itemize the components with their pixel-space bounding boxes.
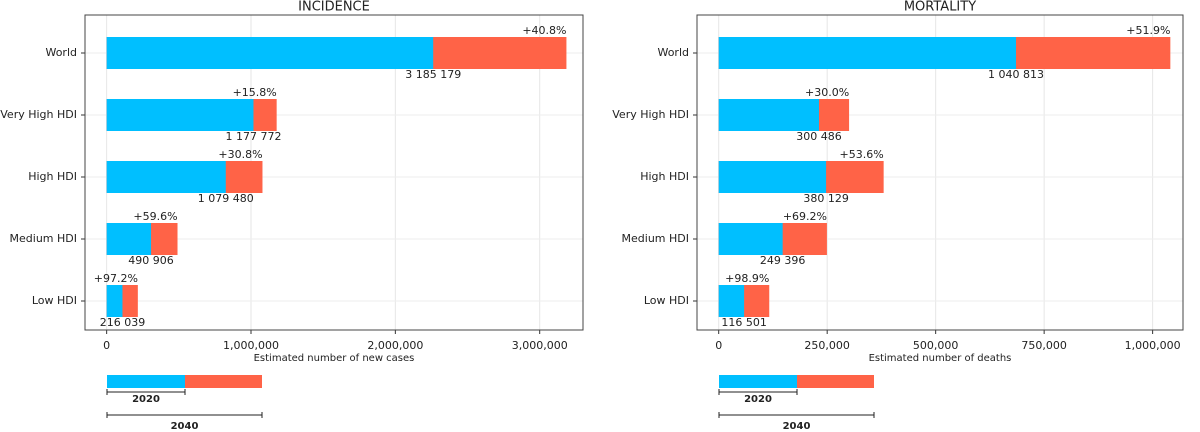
value-label: 490 906 [128,254,174,267]
x-tick-label: 250,000 [804,339,850,352]
bar [106,99,254,131]
bar [718,37,1017,69]
x-tick-label: 1,000,000 [223,339,279,352]
value-label: 3 185 179 [405,68,461,81]
value-label: 1 177 772 [225,130,281,143]
value-label: 380 129 [803,192,849,205]
value-label: 1 040 813 [988,68,1044,81]
change-label: +30.8% [218,148,262,161]
value-label: 1 079 480 [198,192,254,205]
legend-label: 2040 [171,421,199,432]
chart-title: MORTALITY [904,0,976,15]
change-label: +53.6% [840,148,884,161]
value-label: 249 396 [760,254,806,267]
bar [718,161,827,193]
bar [106,285,123,317]
legend-label: 2040 [783,421,811,432]
x-tick-label: 500,000 [913,339,959,352]
value-label: 216 039 [100,316,146,329]
change-label: +98.9% [725,272,769,285]
legend-label: 2020 [744,394,772,405]
bar [718,223,783,255]
bar [718,99,819,131]
bar [106,37,434,69]
x-tick-label: 0 [103,339,110,352]
change-label: +40.8% [522,24,566,37]
legend-label: 2020 [132,394,160,405]
change-label: +59.6% [133,210,177,223]
plot-border [696,14,1184,331]
bar [106,161,226,193]
bar [106,223,152,255]
legend-swatch [719,375,797,388]
value-label: 116 501 [721,316,767,329]
legend-swatch [107,375,185,388]
y-tick-label: High HDI [28,170,77,183]
y-tick-label: World [657,46,689,59]
y-tick-label: Very High HDI [612,108,689,121]
change-label: +30.0% [805,86,849,99]
y-tick-label: World [45,46,77,59]
y-tick-label: High HDI [640,170,689,183]
x-tick-label: 0 [715,339,722,352]
plot-border [84,14,584,331]
y-tick-label: Very High HDI [0,108,77,121]
chart-title: INCIDENCE [298,0,370,15]
y-tick-label: Low HDI [32,294,77,307]
x-tick-label: 3,000,000 [512,339,568,352]
value-label: 300 486 [796,130,842,143]
x-tick-label: 1,000,000 [1125,339,1181,352]
y-tick-label: Low HDI [644,294,689,307]
x-tick-label: 750,000 [1021,339,1067,352]
change-label: +51.9% [1126,24,1170,37]
y-tick-label: Medium HDI [10,232,77,245]
change-label: +97.2% [94,272,138,285]
x-axis-title: Estimated number of deaths [869,353,1012,364]
x-tick-label: 2,000,000 [367,339,423,352]
change-label: +15.8% [233,86,277,99]
bar [718,285,745,317]
change-label: +69.2% [783,210,827,223]
y-tick-label: Medium HDI [622,232,689,245]
x-axis-title: Estimated number of new cases [254,353,415,364]
